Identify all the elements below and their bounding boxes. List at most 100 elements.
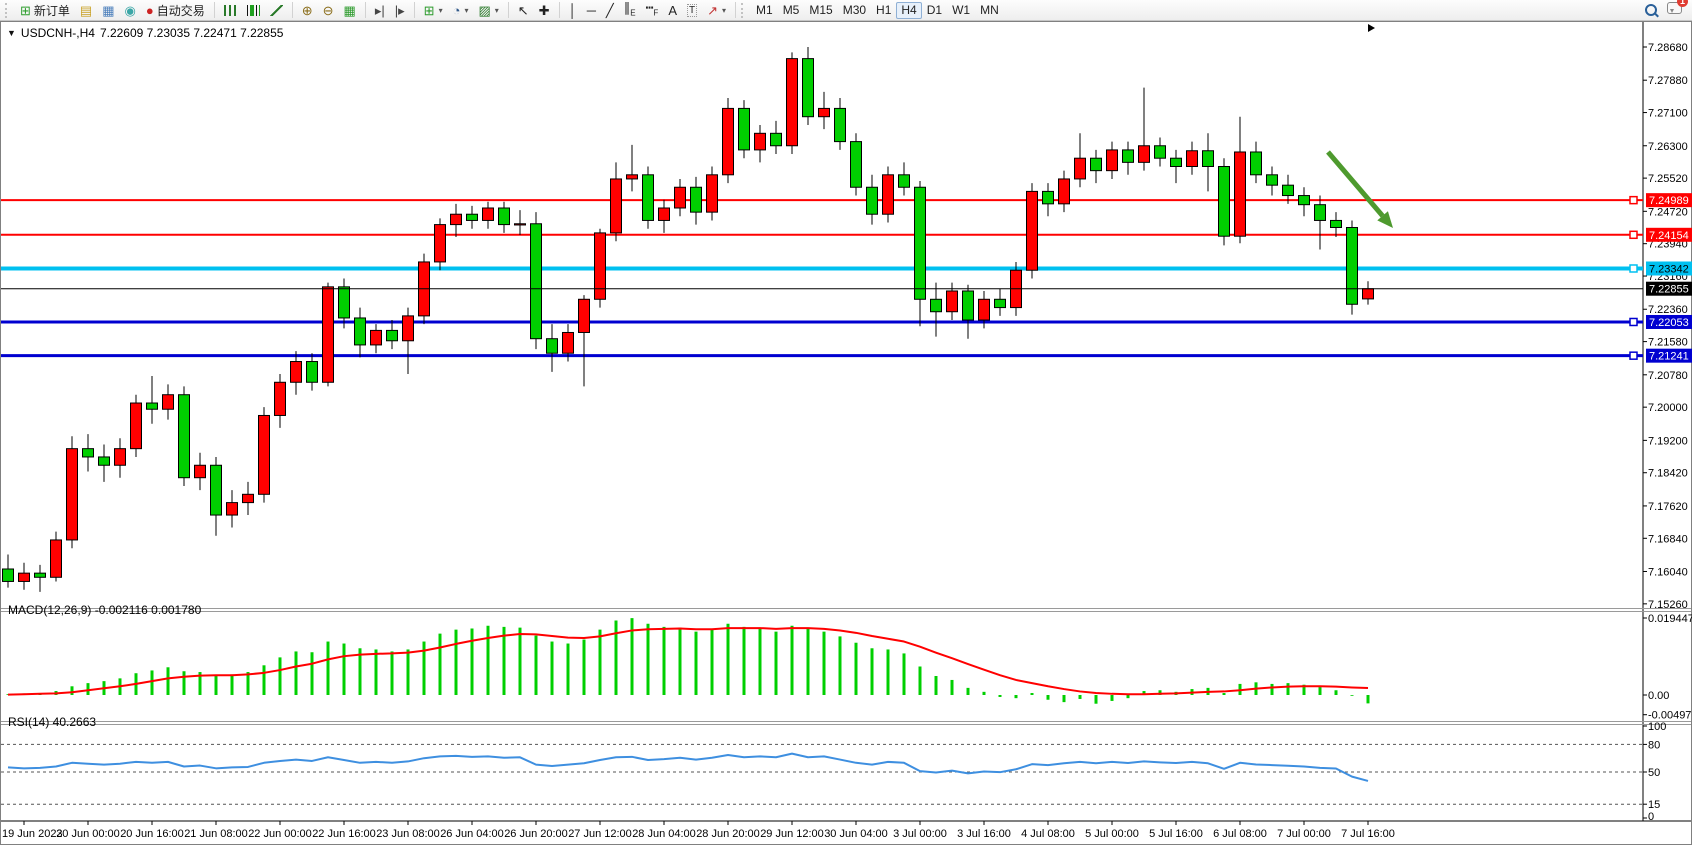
tile-windows-icon: ▦ <box>343 2 356 18</box>
candle <box>114 448 126 466</box>
hline-price-tag <box>1646 227 1692 242</box>
candle <box>850 141 862 188</box>
line-chart-button[interactable] <box>265 2 288 19</box>
candle <box>98 456 110 466</box>
hline-handle[interactable] <box>1629 264 1638 273</box>
candle <box>946 290 958 313</box>
auto-scroll-button[interactable]: ▸| <box>370 2 390 19</box>
candle <box>466 213 478 221</box>
timeframe-m5-button[interactable]: M5 <box>782 3 800 17</box>
new-order-button[interactable]: ⊞ 新订单 <box>15 2 75 19</box>
text-label-button[interactable]: T <box>682 2 702 19</box>
profiles-button[interactable]: ▦ <box>97 2 119 19</box>
candle <box>1362 288 1374 300</box>
chart-canvas[interactable]: 7.28680 7.27880 7.27100 7.26300 7.25520 7.247… <box>0 21 1692 845</box>
candle <box>434 224 446 263</box>
chevron-down-icon: ▾ <box>722 5 727 15</box>
chart-shift-button[interactable]: |▸ <box>390 2 410 19</box>
search-icon[interactable] <box>1645 4 1657 16</box>
new-chart-icon: ⊞ <box>423 2 435 18</box>
price-tick-label: 7.19200 <box>1648 435 1688 447</box>
chat-button[interactable]: 1 <box>1667 0 1688 19</box>
new-order-icon: ⊞ <box>20 2 31 18</box>
templates-button[interactable]: ▨ ▾ <box>473 2 503 19</box>
fibonacci-button[interactable]: ┅F <box>641 0 664 19</box>
hline-handle[interactable] <box>1629 230 1638 240</box>
price-tick-label: 7.24720 <box>1648 206 1688 218</box>
candle <box>66 448 78 541</box>
candle <box>994 298 1006 309</box>
candle <box>706 174 718 213</box>
hline-handle[interactable] <box>1629 317 1638 327</box>
zoom-in-button[interactable]: ⊕ <box>297 2 318 19</box>
timeframe-m30-button[interactable]: M30 <box>842 3 867 17</box>
trendline-icon: ╱ <box>605 2 614 18</box>
candle <box>1298 195 1310 206</box>
timeframe-w1-button[interactable]: W1 <box>952 3 971 17</box>
vline-icon: │ <box>568 2 577 18</box>
bar-chart-button[interactable] <box>219 2 242 19</box>
tile-windows-button[interactable]: ▦ <box>339 2 361 19</box>
timeframe-d1-button[interactable]: D1 <box>926 3 943 17</box>
chart-shift-icon: |▸ <box>394 2 405 18</box>
timeframe-mn-button[interactable]: MN <box>980 3 999 17</box>
timeframe-m15-button[interactable]: M15 <box>809 3 833 17</box>
time-axis-label: 28 Jun 04:00 <box>632 828 696 840</box>
hline-handle[interactable] <box>1629 351 1638 360</box>
macd-signal-line <box>7 627 1369 696</box>
candle <box>338 286 350 319</box>
candle <box>530 223 542 340</box>
candle <box>162 394 174 410</box>
trend-arrow[interactable] <box>1326 150 1385 218</box>
candle <box>2 568 14 582</box>
price-tick-label: 7.16040 <box>1648 566 1688 578</box>
candle <box>370 329 382 346</box>
text-button[interactable]: A <box>663 2 682 19</box>
channel-icon: ∥E <box>623 0 636 18</box>
auto-trading-label: 自动交易 <box>156 3 205 18</box>
market-watch-button[interactable]: ◉ <box>120 2 141 19</box>
charts-button[interactable]: ▤ <box>75 2 97 19</box>
time-axis-label: 7 Jul 16:00 <box>1341 828 1395 840</box>
toolbar-separator <box>364 2 366 18</box>
zoom-in-icon: ⊕ <box>301 2 313 18</box>
trendline-button[interactable]: ╱ <box>601 2 619 19</box>
horizontal-line-button[interactable]: ─ <box>582 2 601 19</box>
candle <box>610 178 622 234</box>
vertical-line-button[interactable]: │ <box>564 2 582 19</box>
trend-arrow-head[interactable] <box>1377 211 1393 228</box>
arrows-button[interactable]: ↗ ▾ <box>702 2 731 19</box>
candle <box>34 572 46 578</box>
timeframe-m1-button[interactable]: M1 <box>756 3 773 17</box>
price-tick-label: 7.27100 <box>1648 108 1688 120</box>
collapse-triangle-icon[interactable]: ▼ <box>7 28 16 38</box>
zoom-out-button[interactable]: ⊖ <box>318 2 339 19</box>
time-axis-label: 22 Jun 00:00 <box>248 828 312 840</box>
rsi-line <box>7 752 1369 782</box>
rsi-axis-label: 15 <box>1648 799 1660 811</box>
candle <box>226 502 238 516</box>
timeframe-h1-button[interactable]: H1 <box>876 3 892 17</box>
current-price-tag <box>1646 281 1692 296</box>
hline-price-tag <box>1646 348 1692 363</box>
new-chart-button[interactable]: ⊞ ▾ <box>419 2 448 19</box>
auto-trading-button[interactable]: ● 自动交易 <box>141 2 210 19</box>
chart-corner-marker-icon[interactable] <box>1368 24 1375 32</box>
time-axis-label: 27 Jun 12:00 <box>568 828 632 840</box>
candle <box>306 361 318 383</box>
new-order-label: 新订单 <box>33 3 70 18</box>
cursor-button[interactable]: ↖ <box>513 2 534 19</box>
candlestick-chart-button[interactable] <box>242 2 265 19</box>
ohlc-values: 7.22609 7.23035 7.22471 7.22855 <box>99 26 284 40</box>
price-tick-label: 7.21580 <box>1648 337 1688 349</box>
hline-handle[interactable] <box>1629 195 1638 205</box>
candle <box>674 186 686 209</box>
crosshair-button[interactable]: ✚ <box>534 2 555 19</box>
zoom-out-icon: ⊖ <box>322 2 334 18</box>
chart-area[interactable]: 7.28680 7.27880 7.27100 7.26300 7.25520 7.247… <box>0 21 1692 845</box>
equidistant-channel-button[interactable]: ∥E <box>619 0 641 19</box>
radar-icon: ◉ <box>124 2 136 18</box>
periods-button[interactable]: ◔ ▾ <box>448 2 474 19</box>
timeframe-h4-button[interactable]: H4 <box>896 1 922 19</box>
